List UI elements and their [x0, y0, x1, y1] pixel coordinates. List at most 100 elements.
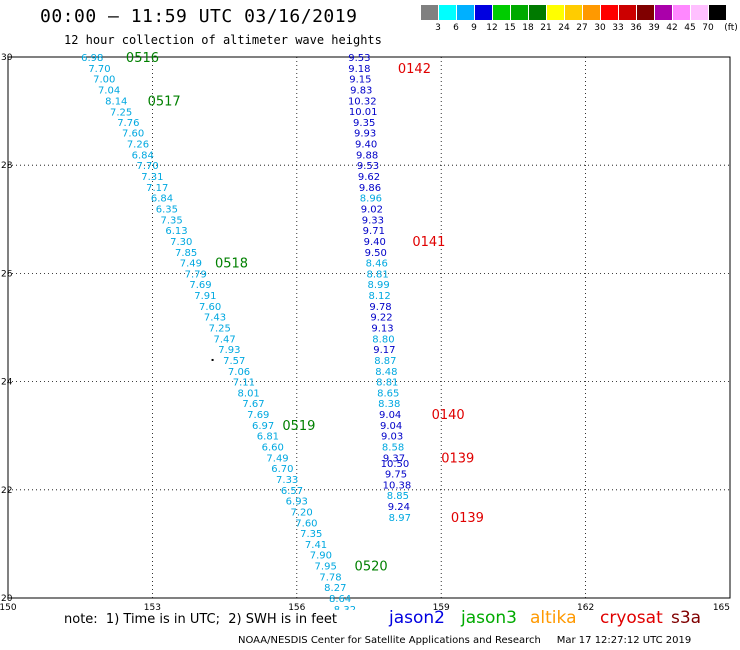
- legend-swatch: [619, 5, 636, 20]
- legend-label: 3: [435, 23, 441, 33]
- wave-height-value: 7.20: [290, 507, 312, 518]
- y-tick-label: 24: [1, 378, 13, 388]
- wave-height-value: 9.02: [361, 204, 383, 215]
- y-tick-label: 30: [1, 53, 13, 63]
- wave-height-value: 7.04: [98, 85, 120, 96]
- wave-height-value: 9.22: [370, 313, 392, 324]
- legend-swatch: [475, 5, 492, 20]
- legend-label: 39: [648, 23, 660, 33]
- legend-swatch: [691, 5, 708, 20]
- satellite-name-cryosat: cryosat: [600, 608, 663, 628]
- wave-height-value: 8.80: [372, 334, 394, 345]
- legend-swatch: [637, 5, 654, 20]
- x-tick-label: 153: [144, 603, 161, 610]
- wave-height-value: 9.18: [348, 64, 370, 75]
- legend-swatch: [421, 5, 438, 20]
- wave-height-value: 7.93: [218, 345, 240, 356]
- legend-label: 27: [576, 23, 588, 33]
- wave-height-value: 7.78: [319, 572, 341, 583]
- wave-height-value: 9.40: [364, 237, 386, 248]
- wave-height-value: 9.04: [380, 421, 402, 432]
- wave-height-value: 7.49: [180, 259, 202, 270]
- wave-height-value: 8.46: [366, 259, 388, 270]
- wave-height-value: 7.35: [300, 529, 322, 540]
- wave-height-value: 9.03: [381, 432, 403, 443]
- legend-label: 18: [522, 23, 534, 33]
- wave-height-value: 9.40: [355, 140, 377, 151]
- wave-height-value: 8.12: [368, 291, 390, 302]
- wave-height-value: 8.58: [382, 443, 404, 454]
- wave-height-value: 7.69: [247, 410, 269, 421]
- wave-height-value: 7.95: [315, 562, 337, 573]
- wave-height-value: 9.24: [388, 502, 410, 513]
- wave-height-value: 9.93: [354, 129, 376, 140]
- wave-height-value: 7.69: [189, 280, 211, 291]
- wave-height-value: 9.37: [383, 453, 405, 464]
- wave-height-value: 7.57: [223, 356, 245, 367]
- wave-height-value: 10.01: [349, 107, 378, 118]
- wave-height-value: 6.97: [252, 421, 274, 432]
- wave-height-value: 7.67: [242, 399, 264, 410]
- wave-height-value: 9.71: [363, 226, 385, 237]
- pass-time-label: 0520: [355, 560, 388, 575]
- wave-height-value: 9.88: [356, 150, 378, 161]
- legend-swatch: [655, 5, 672, 20]
- pass-time-label: 0141: [412, 235, 445, 250]
- satellite-name-altika: altika: [530, 608, 577, 628]
- legend-swatch: [601, 5, 618, 20]
- wave-height-value: 7.00: [93, 75, 115, 86]
- pass-time-label: 0517: [148, 94, 181, 109]
- x-tick-label: 162: [577, 603, 594, 610]
- wave-height-value: 8.38: [378, 399, 400, 410]
- wave-height-value: 8.14: [105, 96, 127, 107]
- legend-label: 15: [504, 23, 516, 33]
- page-title: 00:00 – 11:59 UTC 03/16/2019: [40, 6, 358, 27]
- wave-height-value: 7.30: [170, 237, 192, 248]
- wave-height-value: 6.60: [262, 443, 284, 454]
- wave-height-value: 8.97: [389, 513, 411, 524]
- wave-height-value: 7.31: [141, 172, 163, 183]
- pass-time-label: 0518: [215, 257, 248, 272]
- y-tick-label: 22: [1, 486, 12, 496]
- wave-height-value: 7.60: [199, 302, 221, 313]
- wave-height-value: 6.84: [132, 150, 154, 161]
- wave-height-value: 9.33: [362, 215, 384, 226]
- wave-height-value: 7.85: [175, 248, 197, 259]
- legend-label: 42: [666, 23, 678, 33]
- wave-height-value: 9.15: [349, 75, 371, 86]
- wave-height-value: 9.53: [348, 53, 370, 64]
- legend-label: 9: [471, 23, 477, 33]
- wave-height-value: 7.41: [305, 540, 327, 551]
- x-tick-label: 159: [433, 603, 450, 610]
- wave-height-value: 9.35: [353, 118, 375, 129]
- wave-height-value: 7.17: [146, 183, 168, 194]
- wave-height-value: 9.50: [365, 248, 387, 259]
- track-marker: [211, 358, 214, 361]
- wave-height-value: 8.99: [367, 280, 389, 291]
- wave-height-value: 8.87: [374, 356, 396, 367]
- wave-height-value: 9.86: [359, 183, 381, 194]
- altimeter-tracks: 6.987.707.007.048.147.257.767.607.266.84…: [81, 53, 411, 610]
- wave-height-value: 7.35: [161, 215, 183, 226]
- wave-height-value: 6.70: [271, 464, 293, 475]
- pass-time-label: 0139: [441, 451, 474, 466]
- legend-swatch: [493, 5, 510, 20]
- pass-time-label: 0142: [398, 62, 431, 77]
- page-subtitle: 12 hour collection of altimeter wave hei…: [64, 33, 382, 47]
- legend-label: 24: [558, 23, 570, 33]
- legend-swatch: [673, 5, 690, 20]
- legend-swatch: [511, 5, 528, 20]
- footer-note: note: 1) Time is in UTC; 2) SWH is in fe…: [64, 612, 337, 627]
- wave-height-value: 8.32: [334, 605, 356, 610]
- legend-swatch: [565, 5, 582, 20]
- legend-swatch: [457, 5, 474, 20]
- pass-time-label: 0140: [432, 408, 465, 423]
- wave-height-value: 6.57: [281, 486, 303, 497]
- wave-height-value: 7.60: [295, 518, 317, 529]
- legend-swatch: [583, 5, 600, 20]
- y-tick-label: 26: [1, 269, 13, 279]
- wave-height-value: 7.26: [127, 140, 149, 151]
- legend-label: 36: [630, 23, 642, 33]
- pass-time-labels: 0516 0517 0518 0519 0520 0142 0141 0140 0139 0139: [126, 51, 484, 575]
- legend-swatch: [439, 5, 456, 20]
